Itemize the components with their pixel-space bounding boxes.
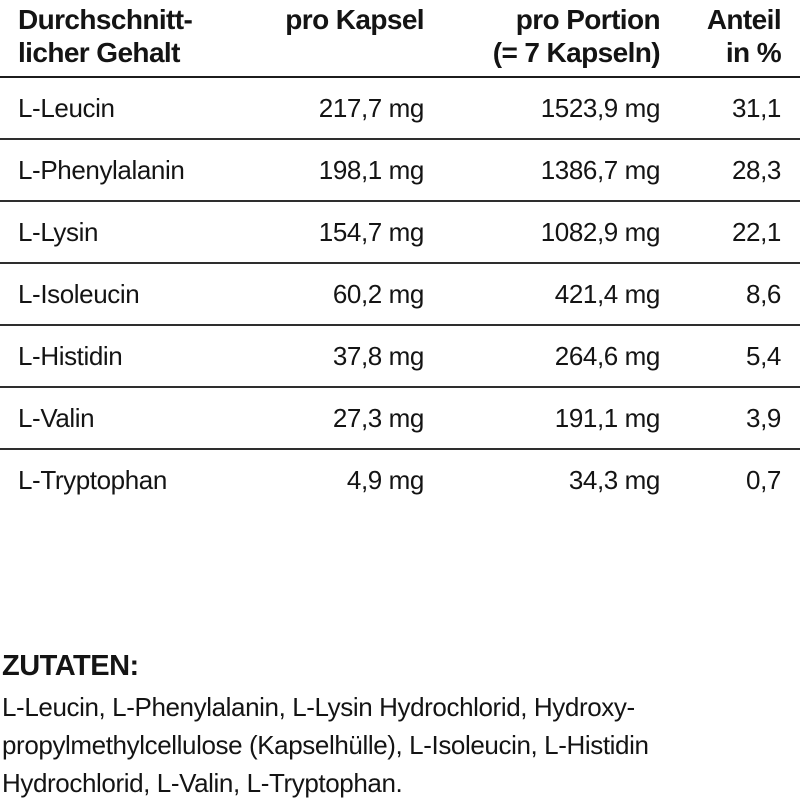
per-capsule-value: 4,9 mg — [346, 465, 424, 495]
percent-value: 31,1 — [660, 77, 800, 140]
table-row: L-Isoleucin 60,2 mg 421,4 mg 8,6 — [0, 263, 800, 326]
amino-acid-name: L-Leucin — [0, 77, 240, 140]
header-percent-share-line1: Anteil — [706, 4, 782, 35]
table-row: L-Tryptophan 4,9 mg 34,3 mg 0,7 — [0, 449, 800, 511]
table-row: L-Valin 27,3 mg 191,1 mg 3,9 — [0, 387, 800, 450]
ingredients-section: ZUTATEN: L-Leucin, L-Phenylalanin, L-Lys… — [2, 649, 790, 802]
per-capsule-value: 154,7 mg — [240, 201, 424, 264]
percent-value: 3,9 — [660, 387, 800, 450]
table-body: L-Leucin 217,7 mg 1523,9 mg 31,1 L-Pheny… — [0, 77, 800, 511]
header-percent-share-line2: in % — [725, 37, 782, 68]
header-row: Durchschnitt- licher Gehalt pro Kapsel p… — [0, 0, 800, 78]
header-per-portion-line1: pro Portion — [515, 4, 661, 35]
ingredients-text: L-Leucin, L-Phenylalanin, L-Lysin Hydroc… — [2, 688, 790, 802]
header-per-portion: pro Portion (= 7 Kapseln) — [424, 0, 661, 78]
header-percent-share: Anteil in % — [660, 0, 800, 78]
per-portion-value: 264,6 mg — [424, 325, 660, 388]
amino-acid-name: L-Tryptophan — [18, 465, 167, 495]
ingredients-title: ZUTATEN: — [2, 650, 139, 682]
per-portion-value: 1523,9 mg — [424, 77, 660, 140]
per-portion-value: 191,1 mg — [424, 387, 660, 450]
ingredients-line: L-Leucin, L-Phenylalanin, L-Lysin Hydroc… — [2, 692, 635, 722]
amino-acid-name: L-Valin — [0, 387, 240, 450]
amino-acid-name: L-Histidin — [0, 325, 240, 388]
header-average-content-line1: Durchschnitt- — [18, 4, 193, 35]
header-per-capsule: pro Kapsel — [240, 0, 425, 78]
percent-value: 28,3 — [660, 139, 800, 202]
percent-value: 0,7 — [746, 465, 781, 495]
per-portion-value: 1386,7 mg — [424, 139, 660, 202]
ingredients-line: propylmethylcellulose (Kapselhülle), L-I… — [2, 730, 649, 760]
percent-value: 5,4 — [660, 325, 800, 388]
table-row: L-Lysin 154,7 mg 1082,9 mg 22,1 — [0, 201, 800, 264]
per-capsule-value: 37,8 mg — [240, 325, 424, 388]
per-capsule-value: 198,1 mg — [240, 139, 424, 202]
per-portion-value: 34,3 mg — [568, 465, 661, 495]
percent-value: 22,1 — [660, 201, 800, 264]
header-average-content-line2: licher Gehalt — [18, 37, 180, 68]
table-row: L-Histidin 37,8 mg 264,6 mg 5,4 — [0, 325, 800, 388]
ingredients-line: Hydrochlorid, L-Valin, L-Tryptophan. — [2, 768, 403, 798]
amino-acid-name: L-Isoleucin — [0, 263, 240, 326]
nutrition-table: Durchschnitt- licher Gehalt pro Kapsel p… — [0, 0, 800, 511]
percent-value: 8,6 — [660, 263, 800, 326]
amino-acid-name: L-Phenylalanin — [0, 139, 240, 202]
amino-acid-name: L-Lysin — [0, 201, 240, 264]
header-average-content: Durchschnitt- licher Gehalt — [0, 0, 240, 78]
table-row: L-Leucin 217,7 mg 1523,9 mg 31,1 — [0, 77, 800, 140]
header-per-portion-line2: (= 7 Kapseln) — [492, 37, 661, 68]
per-portion-value: 1082,9 mg — [424, 201, 660, 264]
per-capsule-value: 217,7 mg — [240, 77, 424, 140]
table-header: Durchschnitt- licher Gehalt pro Kapsel p… — [0, 0, 800, 78]
per-portion-value: 421,4 mg — [424, 263, 660, 326]
table-row: L-Phenylalanin 198,1 mg 1386,7 mg 28,3 — [0, 139, 800, 202]
per-capsule-value: 60,2 mg — [240, 263, 424, 326]
header-per-capsule-line1: pro Kapsel — [285, 4, 424, 35]
per-capsule-value: 27,3 mg — [240, 387, 424, 450]
